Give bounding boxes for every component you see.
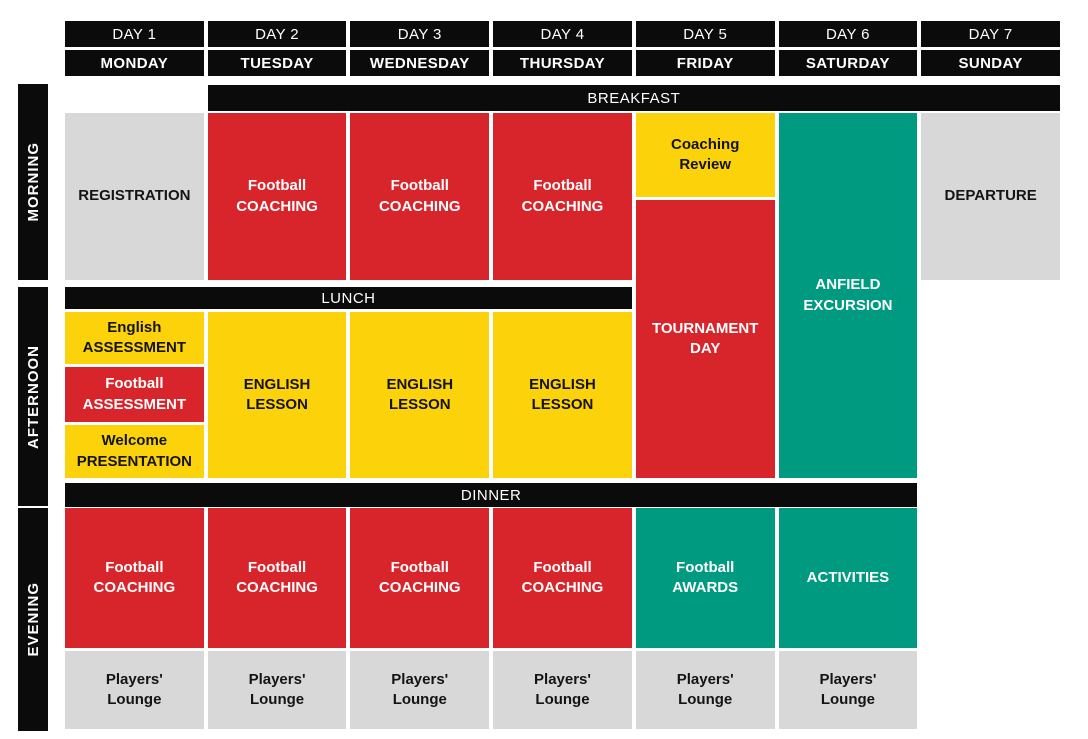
schedule-grid: DAY 1 DAY 2 DAY 3 DAY 4 DAY 5 DAY 6 DAY … [65, 21, 1060, 729]
cell-thursday-evening-football-coaching: Football COACHING [493, 508, 632, 648]
cell-thursday-english-lesson: ENGLISH LESSON [493, 312, 632, 478]
morning-rail: MORNING [18, 84, 48, 280]
header-day-3: DAY 3 [350, 21, 490, 47]
header-thursday: THURSDAY [493, 50, 632, 76]
afternoon-rail-label: AFTERNOON [24, 344, 42, 449]
header-saturday: SATURDAY [778, 50, 918, 76]
cell-monday-english-assessment: English ASSESSMENT [65, 312, 204, 364]
evening-rail-label: EVENING [24, 582, 42, 657]
header-day-4: DAY 4 [493, 21, 632, 47]
header-tuesday: TUESDAY [207, 50, 347, 76]
cell-thursday-players-lounge: Players' Lounge [493, 651, 632, 729]
cell-friday-morning-coaching-review: Coaching Review [635, 113, 775, 197]
header-day-1: DAY 1 [65, 21, 204, 47]
cell-monday-evening-football-coaching: Football COACHING [65, 508, 204, 648]
cell-wednesday-english-lesson: ENGLISH LESSON [350, 312, 490, 478]
cell-friday-tournament-day: TOURNAMENT DAY [635, 200, 775, 478]
breakfast-bar: BREAKFAST [207, 85, 1060, 111]
header-day-7: DAY 7 [921, 21, 1060, 47]
cell-tuesday-players-lounge: Players' Lounge [207, 651, 347, 729]
afternoon-rail: AFTERNOON [18, 287, 48, 506]
header-monday: MONDAY [65, 50, 204, 76]
cell-tuesday-evening-football-coaching: Football COACHING [207, 508, 347, 648]
cell-friday-football-awards: Football AWARDS [635, 508, 775, 648]
cell-tuesday-english-lesson: ENGLISH LESSON [207, 312, 347, 478]
cell-wednesday-players-lounge: Players' Lounge [350, 651, 490, 729]
cell-saturday-players-lounge: Players' Lounge [778, 651, 918, 729]
header-day-2: DAY 2 [207, 21, 347, 47]
header-day-6: DAY 6 [778, 21, 918, 47]
cell-tuesday-morning-football-coaching: Football COACHING [207, 113, 347, 280]
dinner-bar: DINNER [65, 483, 918, 507]
cell-monday-football-assessment: Football ASSESSMENT [65, 367, 204, 422]
lunch-bar: LUNCH [65, 287, 632, 309]
header-sunday: SUNDAY [921, 50, 1060, 76]
header-friday: FRIDAY [635, 50, 775, 76]
header-day-5: DAY 5 [635, 21, 775, 47]
cell-monday-morning-registration: REGISTRATION [65, 113, 204, 280]
evening-rail: EVENING [18, 508, 48, 731]
cell-saturday-activities: ACTIVITIES [778, 508, 918, 648]
morning-rail-label: MORNING [24, 142, 42, 222]
cell-monday-welcome-presentation: Welcome PRESENTATION [65, 425, 204, 478]
monday-afternoon-stack: English ASSESSMENT Football ASSESSMENT W… [65, 312, 204, 478]
cell-saturday-anfield-excursion: ANFIELD EXCURSION [778, 113, 918, 478]
cell-thursday-morning-football-coaching: Football COACHING [493, 113, 632, 280]
cell-friday-players-lounge: Players' Lounge [635, 651, 775, 729]
cell-wednesday-morning-football-coaching: Football COACHING [350, 113, 490, 280]
header-wednesday: WEDNESDAY [350, 50, 490, 76]
cell-sunday-morning-departure: DEPARTURE [921, 113, 1060, 280]
cell-wednesday-evening-football-coaching: Football COACHING [350, 508, 490, 648]
cell-monday-players-lounge: Players' Lounge [65, 651, 204, 729]
